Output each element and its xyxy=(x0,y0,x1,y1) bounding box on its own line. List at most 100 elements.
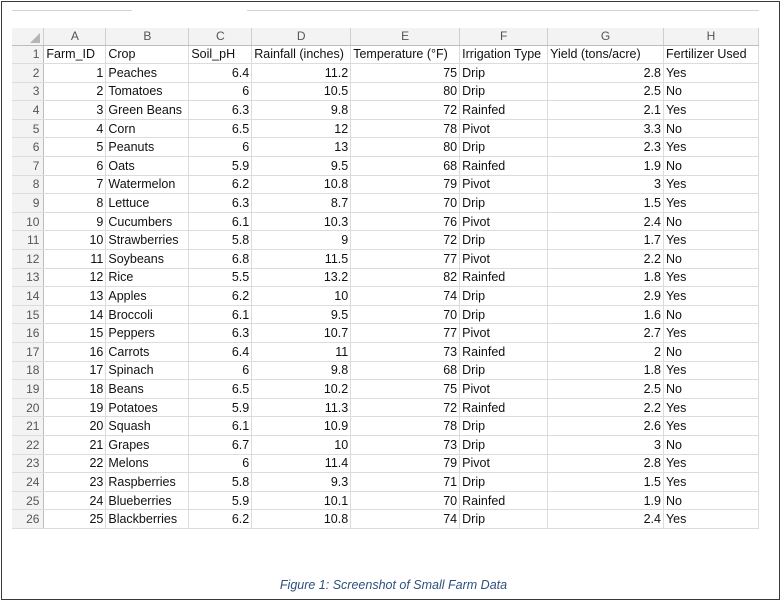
cell[interactable]: 19 xyxy=(43,398,107,418)
cell[interactable]: 71 xyxy=(350,472,461,492)
cell[interactable]: Strawberries xyxy=(105,230,190,251)
cell[interactable]: 11 xyxy=(43,249,107,269)
cell[interactable]: 70 xyxy=(350,305,461,325)
cell[interactable]: 82 xyxy=(350,268,461,288)
cell[interactable]: 2.3 xyxy=(547,137,664,158)
cell[interactable]: 76 xyxy=(350,212,461,232)
cell[interactable]: Lettuce xyxy=(105,193,190,213)
row-number[interactable]: 8 xyxy=(12,175,45,195)
cell[interactable]: Broccoli xyxy=(105,305,190,325)
cell[interactable]: Beans xyxy=(105,379,190,399)
cell[interactable]: Drip xyxy=(459,472,549,492)
cell[interactable]: Peanuts xyxy=(105,137,190,158)
cell[interactable]: 10 xyxy=(251,435,352,455)
cell[interactable]: 13 xyxy=(251,137,352,158)
cell[interactable]: Pivot xyxy=(459,249,549,269)
row-number[interactable]: 10 xyxy=(12,212,45,232)
cell[interactable]: Yes xyxy=(663,286,759,306)
cell[interactable]: 2.5 xyxy=(547,82,664,102)
cell[interactable]: 16 xyxy=(43,342,107,362)
cell[interactable]: 3 xyxy=(43,100,107,120)
cell[interactable]: Yes xyxy=(663,137,759,158)
row-number[interactable]: 6 xyxy=(12,137,45,158)
row-number[interactable]: 3 xyxy=(12,82,45,102)
cell[interactable]: No xyxy=(663,156,759,176)
cell[interactable]: Farm_ID xyxy=(43,45,107,65)
cell[interactable]: No xyxy=(663,82,759,102)
column-header[interactable]: C xyxy=(188,28,253,46)
cell[interactable]: 14 xyxy=(43,305,107,325)
cell[interactable]: 6 xyxy=(43,156,107,176)
cell[interactable]: 17 xyxy=(43,361,107,381)
cell[interactable]: 1.5 xyxy=(547,472,664,492)
cell[interactable]: 5.8 xyxy=(188,472,253,492)
cell[interactable]: 10.5 xyxy=(251,82,352,102)
cell[interactable]: Oats xyxy=(105,156,190,176)
cell[interactable]: 6.2 xyxy=(188,175,253,195)
cell[interactable]: 80 xyxy=(350,137,461,158)
cell[interactable]: 78 xyxy=(350,119,461,139)
column-header[interactable]: G xyxy=(547,28,664,46)
cell[interactable]: Drip xyxy=(459,416,549,436)
cell[interactable]: Yes xyxy=(663,416,759,436)
cell[interactable]: Yes xyxy=(663,63,759,83)
row-number[interactable]: 5 xyxy=(12,119,45,139)
cell[interactable]: No xyxy=(663,119,759,139)
cell[interactable]: 10 xyxy=(43,230,107,251)
cell[interactable]: 73 xyxy=(350,342,461,362)
cell[interactable]: Yes xyxy=(663,100,759,120)
row-number[interactable]: 15 xyxy=(12,305,45,325)
cell[interactable]: 20 xyxy=(43,416,107,436)
cell[interactable]: 70 xyxy=(350,491,461,511)
cell[interactable]: Rainfed xyxy=(459,156,549,176)
cell[interactable]: Pivot xyxy=(459,175,549,195)
cell[interactable]: 12 xyxy=(43,268,107,288)
cell[interactable]: Rainfed xyxy=(459,268,549,288)
cell[interactable]: Drip xyxy=(459,361,549,381)
cell[interactable]: 1.9 xyxy=(547,491,664,511)
cell[interactable]: 2 xyxy=(43,82,107,102)
cell[interactable]: No xyxy=(663,212,759,232)
cell[interactable]: Drip xyxy=(459,435,549,455)
cell[interactable]: Yes xyxy=(663,193,759,213)
cell[interactable]: 11.2 xyxy=(251,63,352,83)
row-number[interactable]: 2 xyxy=(12,63,45,83)
cell[interactable]: Yes xyxy=(663,509,759,529)
row-number[interactable]: 26 xyxy=(12,509,45,529)
cell[interactable]: 70 xyxy=(350,193,461,213)
cell[interactable]: Melons xyxy=(105,454,190,474)
cell[interactable]: Watermelon xyxy=(105,175,190,195)
cell[interactable]: Blueberries xyxy=(105,491,190,511)
cell[interactable]: 78 xyxy=(350,416,461,436)
cell[interactable]: 21 xyxy=(43,435,107,455)
cell[interactable]: Drip xyxy=(459,63,549,83)
cell[interactable]: 1.8 xyxy=(547,268,664,288)
cell[interactable]: 13 xyxy=(43,286,107,306)
cell[interactable]: 11.3 xyxy=(251,398,352,418)
column-header[interactable]: B xyxy=(105,28,190,46)
cell[interactable]: 8 xyxy=(43,193,107,213)
cell[interactable]: Rainfed xyxy=(459,491,549,511)
cell[interactable]: Pivot xyxy=(459,212,549,232)
cell[interactable]: 3.3 xyxy=(547,119,664,139)
cell[interactable]: 2.1 xyxy=(547,100,664,120)
row-number[interactable]: 22 xyxy=(12,435,45,455)
cell[interactable]: 80 xyxy=(350,82,461,102)
cell[interactable]: 10.8 xyxy=(251,509,352,529)
cell[interactable]: 6 xyxy=(188,82,253,102)
cell[interactable]: 6.4 xyxy=(188,342,253,362)
cell[interactable]: 77 xyxy=(350,323,461,343)
cell[interactable]: 2.9 xyxy=(547,286,664,306)
cell[interactable]: 2.8 xyxy=(547,63,664,83)
cell[interactable]: No xyxy=(663,305,759,325)
cell[interactable]: 1.7 xyxy=(547,230,664,251)
column-header[interactable]: D xyxy=(251,28,352,46)
cell[interactable]: 6.3 xyxy=(188,323,253,343)
cell[interactable]: Yes xyxy=(663,361,759,381)
cell[interactable]: 6.3 xyxy=(188,193,253,213)
cell[interactable]: 9.5 xyxy=(251,156,352,176)
cell[interactable]: 74 xyxy=(350,286,461,306)
cell[interactable]: 6.5 xyxy=(188,119,253,139)
cell[interactable]: 2.7 xyxy=(547,323,664,343)
cell[interactable]: Apples xyxy=(105,286,190,306)
